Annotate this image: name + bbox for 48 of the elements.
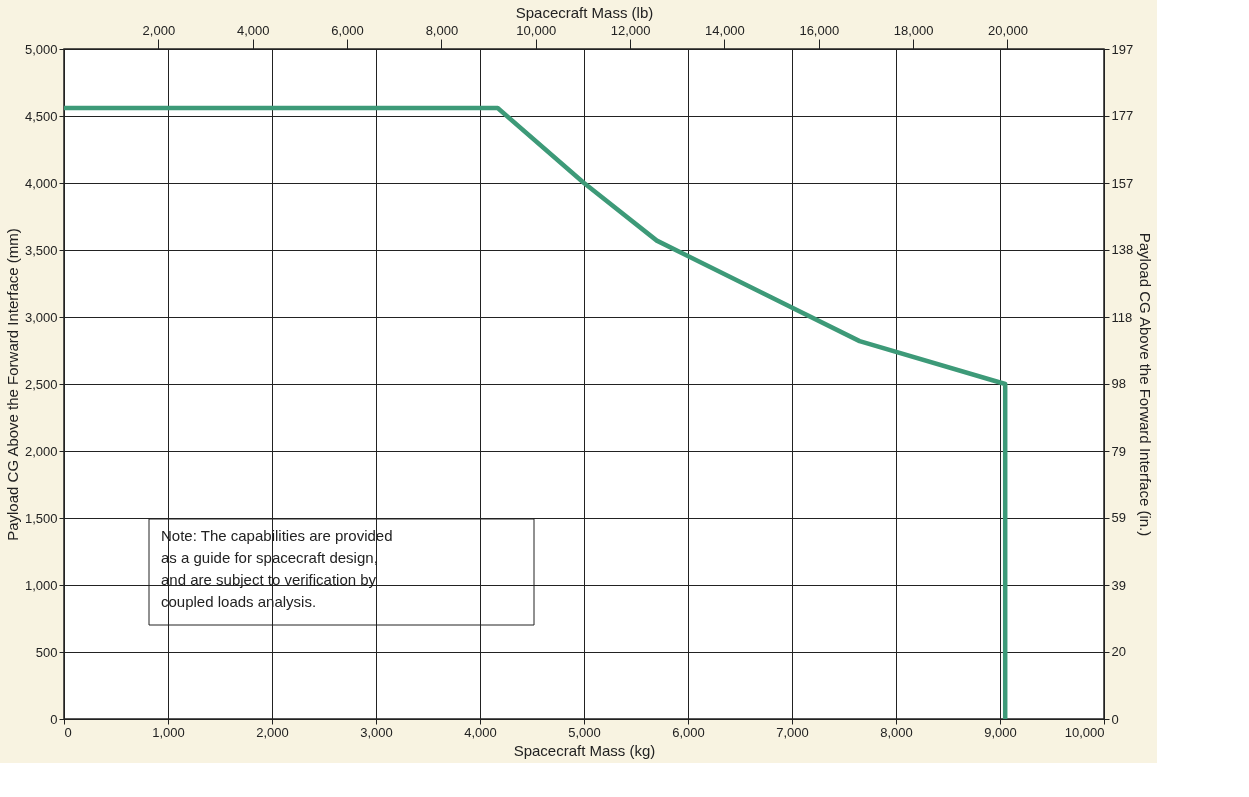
y-axis-title: Payload CG Above the Forward Interface (mm) bbox=[3, 228, 21, 541]
y2-tick-label: 138 bbox=[1111, 242, 1134, 258]
x2-tick-label: 20,000 bbox=[988, 22, 1028, 38]
x-tick-label: 9,000 bbox=[984, 724, 1017, 740]
x2-tick-label: 16,000 bbox=[799, 22, 840, 38]
x-tick-label: 8,000 bbox=[880, 724, 913, 740]
y-tick-label: 4,500 bbox=[24, 108, 58, 124]
y2-tick-label: 20 bbox=[1111, 644, 1126, 660]
y2-tick-label: 59 bbox=[1111, 510, 1126, 526]
x-tick-label: 3,000 bbox=[360, 724, 393, 740]
x-tick-label: 1,000 bbox=[152, 724, 185, 740]
y-tick-label: 0 bbox=[50, 711, 58, 727]
x-tick-label: 0 bbox=[64, 724, 72, 740]
y2-tick-label: 98 bbox=[1111, 376, 1126, 392]
y2-tick-label: 0 bbox=[1111, 711, 1119, 727]
x-axis-title: Spacecraft Mass (kg) bbox=[513, 741, 656, 759]
y-tick-label: 1,500 bbox=[24, 510, 58, 526]
x2-tick-label: 18,000 bbox=[893, 22, 934, 38]
x-tick-label: 7,000 bbox=[776, 724, 809, 740]
x-tick-label: 4,000 bbox=[464, 724, 497, 740]
x-tick-label: 10,000 bbox=[1064, 724, 1105, 740]
x-tick-label: 5,000 bbox=[568, 724, 601, 740]
x2-tick-label: 6,000 bbox=[331, 22, 364, 38]
line-series bbox=[61, 105, 1008, 722]
x2-tick-label: 4,000 bbox=[236, 22, 270, 38]
y-tick-label: 3,000 bbox=[24, 309, 58, 325]
x2-tick-label: 2,000 bbox=[142, 22, 176, 38]
x-tick-label: 6,000 bbox=[672, 724, 705, 740]
y2-axis-title: Payload CG Above the Forward Interface (in.) bbox=[1137, 232, 1155, 537]
y2-tick-label: 79 bbox=[1111, 443, 1126, 459]
y2-tick-label: 197 bbox=[1111, 41, 1134, 57]
y2-tick-label: 157 bbox=[1111, 175, 1134, 191]
y-tick-label: 500 bbox=[35, 644, 58, 660]
y-tick-label: 2,000 bbox=[24, 443, 58, 459]
y2-tick-label: 177 bbox=[1111, 108, 1134, 124]
x2-axis-title: Spacecraft Mass (lb) bbox=[515, 3, 654, 21]
x2-tick-label: 14,000 bbox=[705, 22, 745, 38]
x2-tick-label: 8,000 bbox=[425, 22, 459, 38]
y2-tick-label: 118 bbox=[1111, 309, 1133, 325]
x2-tick-label: 10,000 bbox=[516, 22, 557, 38]
y-tick-label: 4,000 bbox=[24, 175, 58, 191]
y2-tick-label: 39 bbox=[1111, 577, 1126, 593]
x-tick-label: 2,000 bbox=[256, 724, 289, 740]
x2-tick-label: 12,000 bbox=[610, 22, 651, 38]
y-tick-label: 3,500 bbox=[24, 242, 58, 258]
y-tick-label: 2,500 bbox=[24, 376, 58, 392]
y-tick-label: 1,000 bbox=[24, 577, 58, 593]
y-tick-label: 5,000 bbox=[24, 41, 58, 57]
